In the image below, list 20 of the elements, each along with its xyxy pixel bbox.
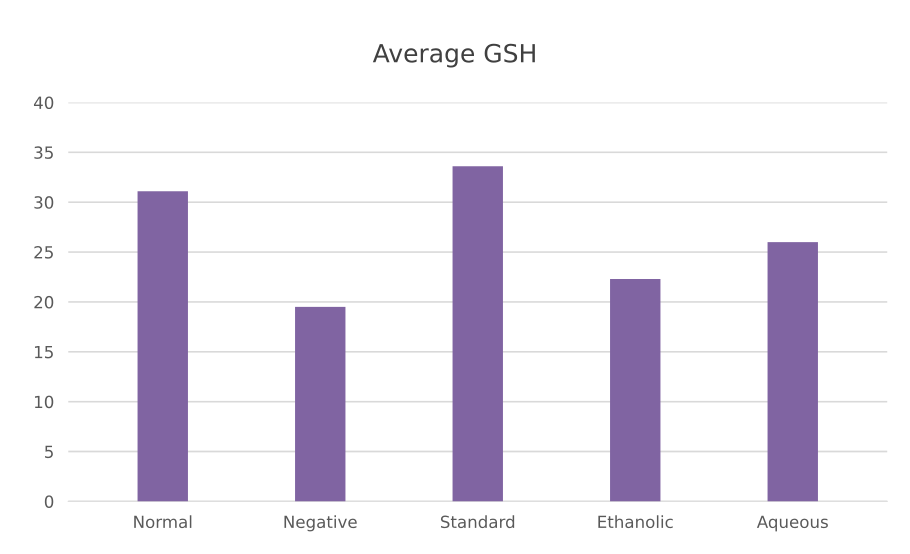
y-tick-label: 10 <box>34 396 54 408</box>
x-tick-label: Aqueous <box>756 516 828 532</box>
x-tick-label: Standard <box>440 515 514 528</box>
bar <box>295 306 346 502</box>
x-tick-label: Ethanolic <box>598 515 673 528</box>
x-tick-label: Negative <box>284 515 357 532</box>
y-tick-label: 30 <box>34 196 54 209</box>
y-tick-label: 35 <box>34 146 53 159</box>
y-tick-label: 5 <box>45 446 53 458</box>
x-tick-label: Normal <box>134 515 192 528</box>
chart-title: Average GSH <box>372 44 535 68</box>
y-tick-label: 15 <box>34 346 53 358</box>
y-tick-label: 0 <box>44 495 54 508</box>
bar <box>138 191 188 502</box>
y-tick-label: 20 <box>34 296 54 308</box>
y-tick-label: 40 <box>34 96 54 110</box>
bar <box>452 166 503 502</box>
bar <box>768 242 818 502</box>
y-tick-label: 25 <box>34 246 53 259</box>
bar <box>610 278 660 502</box>
